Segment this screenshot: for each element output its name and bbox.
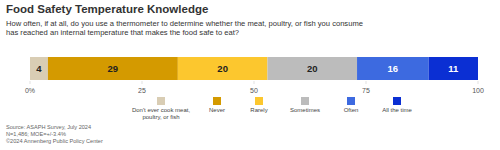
source-note: Source: ASAPH Survey, July 2024 [6, 124, 91, 130]
legend-item: Sometimes [280, 97, 330, 114]
legend-item: Never [196, 97, 238, 114]
data-label: 11 [448, 63, 459, 74]
legend-label: Rarely [238, 107, 280, 114]
x-axis: 0% 25 50 75 100 [25, 81, 484, 94]
bar-segment [357, 57, 429, 80]
title: Food Safety Temperature Knowledge [6, 3, 208, 15]
tick-mark [478, 81, 479, 84]
tick-mark [30, 81, 31, 84]
legend-label: All the time [372, 107, 422, 114]
legend-swatch [301, 97, 309, 105]
chart-root: Food Safety Temperature Knowledge How oft… [0, 0, 500, 150]
bar-segment [30, 57, 48, 80]
legend-label: Often [330, 107, 372, 114]
tick-label: 75 [362, 87, 370, 94]
tick-mark [366, 81, 367, 84]
bar-segment [48, 57, 178, 80]
source-note: N=1,486; MOE=+/-3.4% [6, 131, 66, 137]
subtitle: has reached an internal temperature that… [6, 28, 239, 37]
bar-segment [267, 57, 357, 80]
bars [30, 57, 478, 80]
legend-label: Never [196, 107, 238, 114]
data-label: 29 [108, 63, 119, 74]
data-label: 16 [388, 63, 399, 74]
tick-label: 100 [472, 87, 484, 94]
legend-label: Sometimes [280, 107, 330, 114]
legend-item: All the time [372, 97, 422, 114]
legend-swatch [213, 97, 221, 105]
tick-label: 0% [25, 87, 35, 94]
tick-label: 50 [250, 87, 258, 94]
tick-mark [142, 81, 143, 84]
legend-item: Don't ever cook meat, poultry, or fish [126, 97, 196, 121]
legend-item: Often [330, 97, 372, 114]
bar-segment [178, 57, 268, 80]
source-note: ©2024 Annenberg Public Policy Center [6, 138, 103, 144]
data-label: 4 [36, 63, 42, 74]
tick-label: 25 [138, 87, 146, 94]
data-labels: 4 29 20 20 16 11 [36, 63, 459, 74]
legend-swatch [347, 97, 355, 105]
legend-swatch [255, 97, 263, 105]
legend-label: Don't ever cook meat, poultry, or fish [126, 107, 196, 121]
bar-segment [429, 57, 478, 80]
legend-swatch [393, 97, 401, 105]
data-label: 20 [307, 63, 318, 74]
data-label: 20 [217, 63, 228, 74]
subtitle: How often, if at all, do you use a therm… [6, 19, 363, 28]
tick-mark [254, 81, 255, 84]
legend-swatch [157, 97, 165, 105]
legend-item: Rarely [238, 97, 280, 114]
